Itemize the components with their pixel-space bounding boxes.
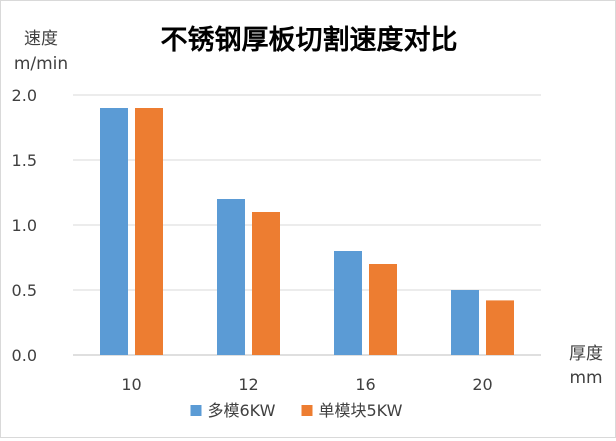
y-axis-ticks: 0.0 0.5 1.0 1.5 2.0 (12, 86, 37, 365)
x-tick-label: 16 (355, 375, 375, 394)
y-tick-label: 0.0 (12, 346, 37, 365)
legend-swatch (190, 405, 202, 416)
bar-singlemode-5kw (369, 264, 397, 355)
legend-label: 单模块5KW (319, 401, 403, 420)
legend-swatch (301, 405, 313, 416)
x-axis-label-line2: mm (569, 368, 602, 388)
x-tick-label: 12 (238, 375, 258, 394)
x-tick-label: 10 (121, 375, 141, 394)
bar-multimode-6kw (217, 199, 245, 355)
bar-singlemode-5kw (252, 212, 280, 355)
bar-multimode-6kw (100, 108, 128, 355)
bar-multimode-6kw (334, 251, 362, 355)
y-tick-label: 1.0 (12, 216, 37, 235)
y-tick-label: 2.0 (12, 86, 37, 105)
bar-singlemode-5kw (135, 108, 163, 355)
bar-multimode-6kw (451, 290, 479, 355)
x-axis-ticks: 10 12 16 20 (121, 375, 492, 394)
bars (100, 108, 514, 355)
legend: 多模6KW 单模块5KW (190, 401, 403, 420)
y-axis-label-line2: m/min (14, 54, 68, 74)
y-axis-label-line1: 速度 (24, 29, 58, 49)
y-tick-label: 0.5 (12, 281, 37, 300)
bar-singlemode-5kw (486, 300, 514, 355)
x-tick-label: 20 (472, 375, 492, 394)
chart-title: 不锈钢厚板切割速度对比 (161, 24, 458, 56)
y-tick-label: 1.5 (12, 151, 37, 170)
legend-label: 多模6KW (208, 401, 276, 420)
x-axis-label-line1: 厚度 (569, 344, 603, 364)
